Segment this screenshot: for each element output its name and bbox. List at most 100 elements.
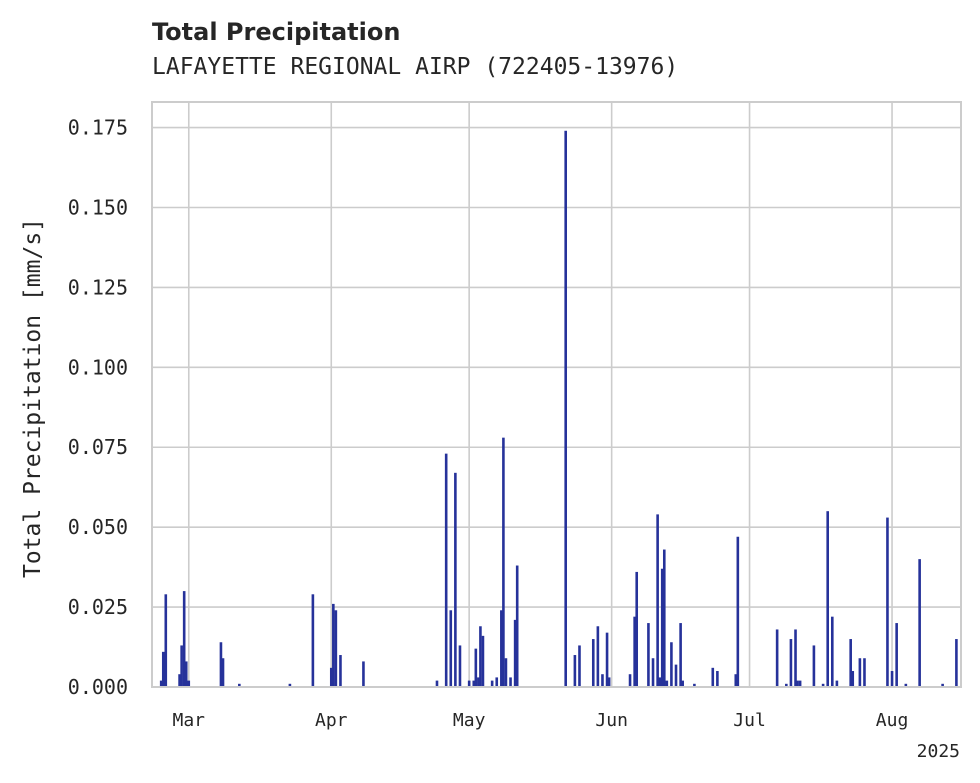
precip-bar [670,642,673,687]
precip-bar [221,658,225,687]
precip-bar [477,677,480,687]
x-tick-label-mar: Mar [173,710,206,731]
precip-bar [858,658,862,687]
precip-bar [481,635,485,687]
precip-bar [633,616,636,687]
x-tick-label-jun: Jun [595,710,628,731]
precip-bar [159,680,163,687]
y-tick-label: 0.025 [68,595,128,619]
precipitation-bars [159,130,958,687]
precip-bar [238,683,241,687]
precip-bar [835,680,839,687]
precip-bar [662,549,666,687]
precip-bar [605,632,609,687]
y-tick-label: 0.175 [68,116,128,140]
precip-bar [651,658,655,687]
precip-bar [656,514,659,687]
precip-bar [178,674,181,687]
precip-bar [941,683,944,687]
precip-bar [458,645,462,687]
precip-bar [184,661,188,687]
precip-bar [918,559,921,687]
y-tick-labels: 0.000 0.025 0.050 0.075 0.100 0.125 0.150 0.175 [68,116,128,699]
precip-bar [821,683,825,687]
precip-bar [311,594,315,687]
precip-bar [849,639,852,687]
y-tick-label: 0.075 [68,435,128,459]
precip-bar [775,629,779,687]
precip-bar [500,610,503,687]
precip-bar [362,661,365,687]
precip-bar [596,626,600,687]
precip-bar [164,594,168,687]
precip-bar [904,683,908,687]
precip-bar [454,472,457,687]
precip-bar [798,680,802,687]
precip-bar [564,130,567,687]
precip-bar [334,610,338,687]
precip-bar [693,683,696,687]
precip-bar [895,623,898,687]
precip-bar [796,680,799,687]
precip-bar [329,667,333,687]
precip-bar [161,651,165,687]
precip-bar [826,511,829,687]
precip-bar [647,623,650,687]
precip-bar [734,674,738,687]
precip-bar [182,591,186,687]
precip-bar [573,655,577,687]
precip-bar [785,683,788,687]
precip-bar [513,619,517,687]
x-tick-label-jul: Jul [733,710,766,731]
precip-bar [794,629,797,687]
precip-bar [504,658,508,687]
precip-bar [607,677,611,687]
y-axis-label: Total Precipitation [mm/s] [20,218,46,578]
precip-bar [635,571,639,687]
precip-bar [515,565,519,687]
precip-bar [187,680,191,687]
precip-bar [716,671,719,687]
y-tick-label: 0.050 [68,515,128,539]
precip-bar [679,623,682,687]
precip-bar [502,437,505,687]
precip-bar [495,677,499,687]
precip-bar [444,453,448,687]
x-tick-label-apr: Apr [315,710,348,731]
precip-bar [711,667,715,687]
x-axis-year-label: 2025 [917,741,960,762]
precip-bar [449,610,453,687]
chart-subtitle: LAFAYETTE REGIONAL AIRP (722405-13976) [152,54,678,80]
precip-bar [288,683,292,687]
precip-bar [736,536,740,687]
precip-bar [628,674,632,687]
precip-bar [219,642,223,687]
y-tick-label: 0.125 [68,275,128,299]
precip-bar [863,658,866,687]
x-tick-label-aug: Aug [876,710,909,731]
precip-bar [479,626,482,687]
precip-bar [681,680,684,687]
precip-bar [665,680,669,687]
plot-frame [151,101,962,688]
grid-lines [152,102,961,688]
precip-bar [332,603,335,687]
precip-bar [578,645,581,687]
precip-bar [467,680,471,687]
precip-bar [674,664,678,687]
precip-bar [886,517,889,687]
precip-bar [339,655,342,687]
x-tick-labels: Mar Apr May Jun Jul Aug [173,710,909,731]
precip-bar [601,674,604,687]
precip-bar [812,645,816,687]
precip-bar [890,671,894,687]
precip-bar [830,616,834,687]
y-tick-label: 0.150 [68,195,128,219]
precip-bar [474,648,478,687]
precip-bar [789,639,793,687]
precip-bar [660,568,664,687]
precip-bar [591,639,595,687]
precip-bar [472,680,476,687]
y-tick-label: 0.100 [68,355,128,379]
